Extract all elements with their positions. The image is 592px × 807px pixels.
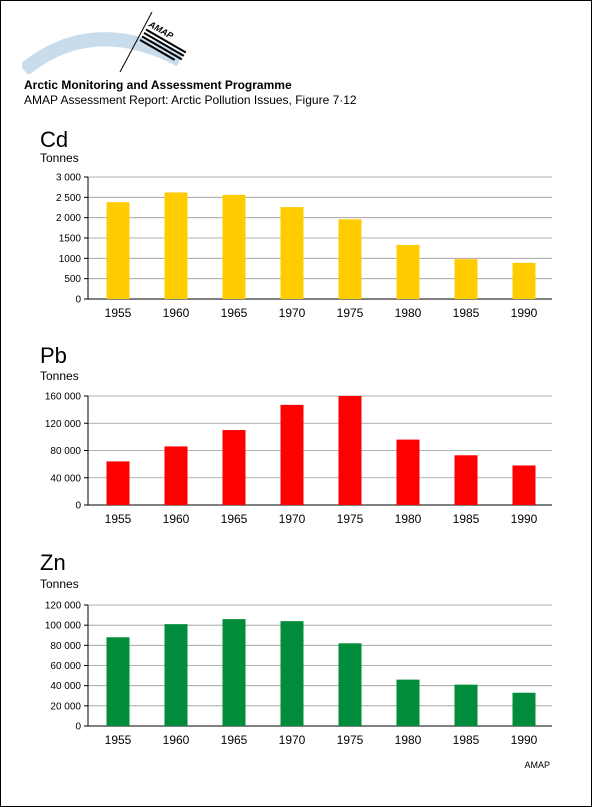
report-subtitle: AMAP Assessment Report: Arctic Pollution… xyxy=(24,93,357,107)
x-tick-label: 1955 xyxy=(105,306,132,320)
y-tick-label: 80 000 xyxy=(50,641,81,652)
x-tick-label: 1990 xyxy=(511,512,538,526)
amap-logo: AMAP xyxy=(22,12,187,74)
bar xyxy=(338,219,362,299)
y-tick-label: 20 000 xyxy=(50,701,81,712)
chart-title: Cd xyxy=(40,127,69,152)
x-tick-label: 1975 xyxy=(337,512,364,526)
bar xyxy=(280,207,304,299)
bar xyxy=(512,262,536,299)
y-tick-label: 60 000 xyxy=(50,661,81,672)
x-tick-label: 1955 xyxy=(105,512,132,526)
zn-bar-plot: 0 20 000 40 000 60 000 80 000 100 000 120 000 1… xyxy=(45,601,552,747)
y-tick-label: 100 000 xyxy=(45,621,82,632)
org-title: Arctic Monitoring and Assessment Program… xyxy=(24,78,292,92)
cd-bar-plot: 0 500 1000 1500 2 000 2 500 3 000 1955 1960 1965 1… xyxy=(56,173,552,320)
y-tick-label: 120 000 xyxy=(45,601,82,612)
x-tick-label: 1980 xyxy=(395,306,422,320)
bar xyxy=(396,439,420,505)
bar xyxy=(164,624,188,726)
bar xyxy=(396,244,420,299)
bar xyxy=(280,404,304,505)
bar xyxy=(280,621,304,726)
y-tick-label: 0 xyxy=(75,501,81,512)
pb-bar-plot: 0 40 000 80 000 120 000 160 000 1955 1960 1965 1… xyxy=(45,392,552,526)
bar xyxy=(396,679,420,726)
x-tick-label: 1985 xyxy=(453,733,480,747)
x-tick-label: 1955 xyxy=(105,733,132,747)
bar xyxy=(106,461,130,505)
y-tick-label: 0 xyxy=(75,295,81,306)
logo-line xyxy=(119,12,153,73)
x-tick-label: 1970 xyxy=(279,512,306,526)
bar xyxy=(222,430,246,505)
y-axis-unit: Tonnes xyxy=(40,577,79,591)
x-tick-label: 1960 xyxy=(163,306,190,320)
y-tick-label: 80 000 xyxy=(50,446,81,457)
logo-stripe xyxy=(141,35,183,61)
bar xyxy=(512,692,536,726)
chart-title: Pb xyxy=(40,343,67,368)
logo-stripe xyxy=(139,38,176,61)
logo-stripe xyxy=(145,28,187,54)
x-tick-label: 1985 xyxy=(453,306,480,320)
x-tick-label: 1965 xyxy=(221,306,248,320)
x-tick-label: 1960 xyxy=(163,733,190,747)
y-tick-label: 160 000 xyxy=(45,392,82,403)
x-tick-label: 1990 xyxy=(511,733,538,747)
y-tick-label: 2 000 xyxy=(56,213,81,224)
x-tick-label: 1985 xyxy=(453,512,480,526)
bar xyxy=(454,684,478,726)
y-tick-label: 500 xyxy=(64,274,81,285)
x-tick-label: 1970 xyxy=(279,733,306,747)
x-tick-label: 1960 xyxy=(163,512,190,526)
logo-stripe xyxy=(143,32,185,57)
bar xyxy=(512,465,536,505)
y-tick-label: 40 000 xyxy=(50,473,81,484)
y-tick-label: 0 xyxy=(75,722,81,733)
y-axis-unit: Tonnes xyxy=(40,369,79,383)
bar xyxy=(222,194,246,299)
x-tick-label: 1970 xyxy=(279,306,306,320)
y-axis-unit: Tonnes xyxy=(40,151,79,165)
x-tick-label: 1980 xyxy=(395,512,422,526)
y-tick-label: 3 000 xyxy=(56,173,81,184)
x-tick-label: 1990 xyxy=(511,306,538,320)
x-tick-label: 1965 xyxy=(221,512,248,526)
bar xyxy=(338,396,362,505)
x-tick-label: 1975 xyxy=(337,306,364,320)
bar xyxy=(454,455,478,505)
bar xyxy=(106,637,130,726)
bar xyxy=(164,446,188,505)
y-tick-label: 1000 xyxy=(59,254,82,265)
footer-credit: AMAP xyxy=(524,760,550,770)
x-tick-label: 1980 xyxy=(395,733,422,747)
bar xyxy=(106,202,130,299)
y-tick-label: 40 000 xyxy=(50,681,81,692)
bar xyxy=(164,192,188,299)
y-tick-label: 120 000 xyxy=(45,419,82,430)
y-tick-label: 2 500 xyxy=(56,193,81,204)
chart-title: Zn xyxy=(40,550,66,575)
y-tick-label: 1500 xyxy=(59,234,82,245)
bar xyxy=(222,619,246,726)
x-tick-label: 1975 xyxy=(337,733,364,747)
bar xyxy=(338,643,362,726)
bar xyxy=(454,259,478,299)
x-tick-label: 1965 xyxy=(221,733,248,747)
